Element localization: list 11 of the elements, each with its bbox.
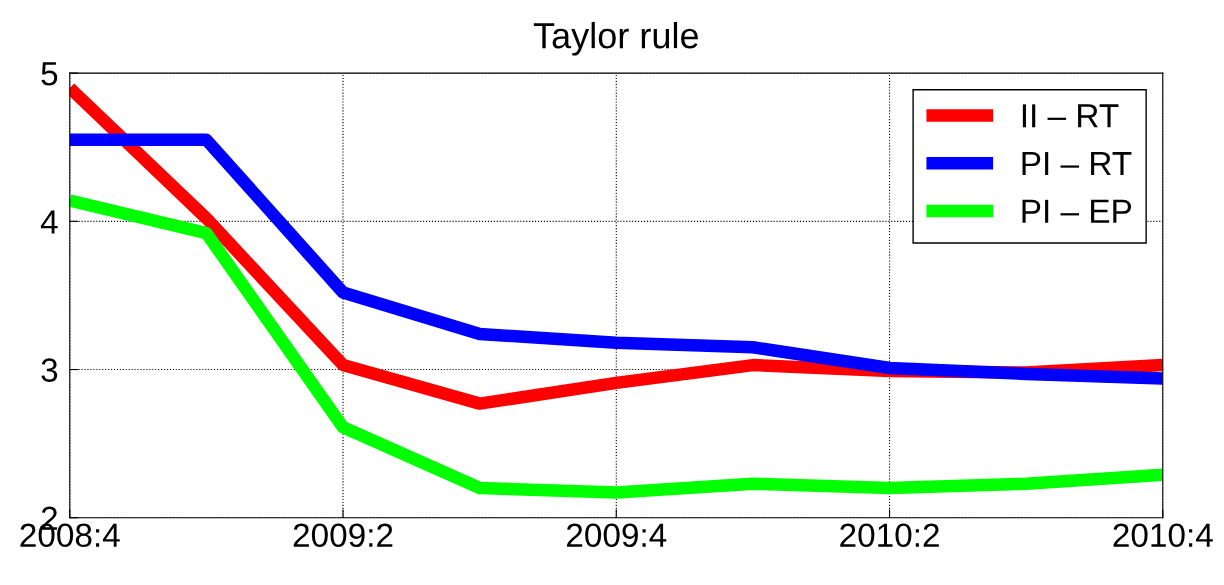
y-tick-label: 4 bbox=[40, 210, 58, 234]
legend-label: II – RT bbox=[1022, 104, 1119, 128]
legend-label: PI – RT bbox=[1022, 152, 1132, 176]
x-tick-label: 2010:2 bbox=[840, 523, 939, 548]
x-tick-label: 2009:4 bbox=[566, 523, 667, 548]
x-tick-label: 2010:4 bbox=[1113, 523, 1213, 548]
chart-title: Taylor rule bbox=[533, 21, 698, 56]
x-tick-label: 2009:2 bbox=[293, 523, 393, 548]
y-tick-label: 5 bbox=[41, 62, 58, 86]
y-tick-label: 3 bbox=[41, 358, 58, 382]
legend-label: PI – EP bbox=[1022, 199, 1132, 223]
